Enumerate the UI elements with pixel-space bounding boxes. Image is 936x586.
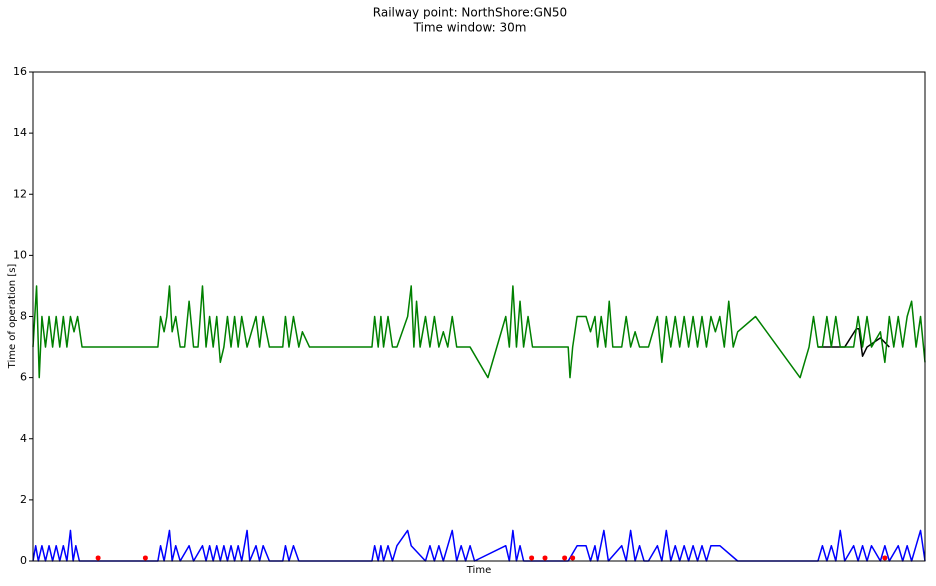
line bbox=[817, 327, 890, 357]
chart-title: Railway point: NorthShore:GN50 bbox=[373, 6, 567, 20]
y-tick-label: 14 bbox=[13, 126, 27, 139]
marker bbox=[95, 555, 101, 561]
y-tick-label: 6 bbox=[20, 371, 27, 384]
marker bbox=[529, 555, 535, 561]
marker bbox=[570, 555, 576, 561]
x-axis-label: Time bbox=[466, 565, 491, 576]
y-tick-label: 4 bbox=[20, 432, 27, 445]
y-tick-label: 16 bbox=[13, 65, 27, 78]
plot-frame bbox=[32, 71, 926, 562]
y-tick-label: 10 bbox=[13, 248, 27, 261]
marker bbox=[882, 555, 888, 561]
marker bbox=[142, 555, 148, 561]
y-tick-label: 8 bbox=[20, 310, 27, 323]
y-tick-label: 2 bbox=[20, 493, 27, 506]
marker bbox=[562, 555, 568, 561]
y-axis-label: Time of operation [s] bbox=[7, 264, 18, 370]
y-tick-label: 12 bbox=[13, 187, 27, 200]
marker bbox=[542, 555, 548, 561]
chart-subtitle: Time window: 30m bbox=[413, 21, 527, 35]
line bbox=[32, 285, 926, 379]
y-tick-label: 0 bbox=[20, 554, 27, 567]
